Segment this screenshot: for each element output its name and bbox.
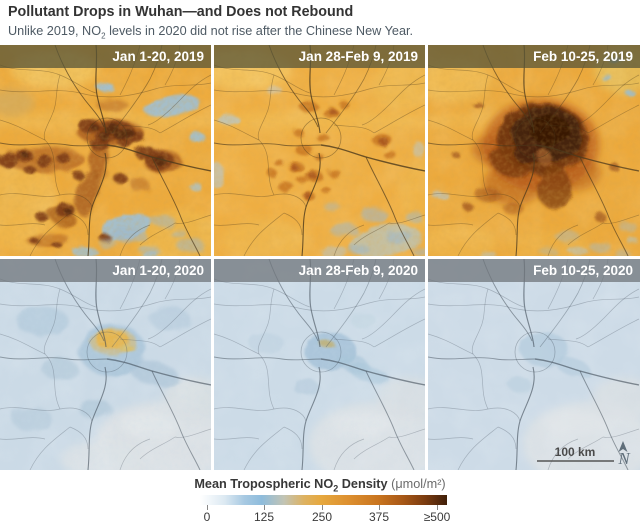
svg-text:N: N	[617, 449, 631, 468]
svg-text:100 km: 100 km	[555, 445, 596, 459]
